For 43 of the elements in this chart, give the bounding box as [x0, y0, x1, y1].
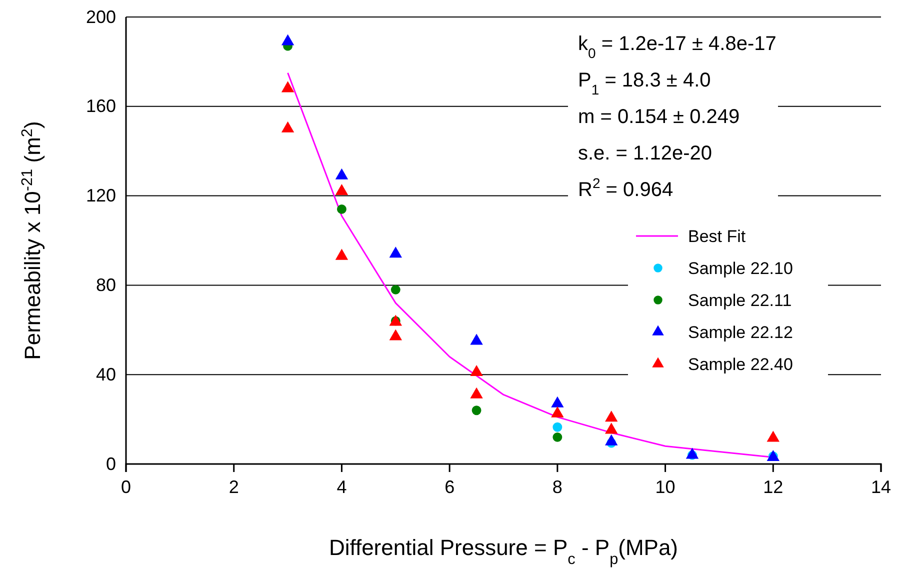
point	[281, 121, 294, 132]
annotation: P$_{1}$ = 18.3 ± 4.0	[578, 70, 711, 98]
legend-label: Sample 22.11	[688, 291, 792, 310]
point	[335, 248, 348, 260]
x-tick-label: 2	[228, 476, 239, 497]
point	[470, 334, 483, 345]
point	[389, 329, 402, 340]
point	[686, 448, 699, 459]
point	[335, 168, 348, 180]
x-tick-label: 12	[763, 476, 784, 497]
annotation: k$_{0}$ = 1.2e-17 ± 4.8e-17	[578, 33, 776, 61]
point	[551, 406, 564, 418]
y-tick-label: 160	[86, 96, 116, 116]
x-axis-title: Differential Pressure = P$_{c}$ - P$_{p}$(MPa)	[328, 535, 678, 568]
annotation: s.e. = 1.12e-20	[578, 142, 712, 164]
legend-label: Sample 22.40	[688, 355, 793, 374]
x-tick-label: 10	[655, 476, 676, 497]
point	[335, 184, 348, 195]
annotation: m = 0.154 ± 0.249	[578, 106, 740, 128]
point	[281, 34, 294, 46]
point	[470, 387, 483, 398]
legend-label: Best Fit	[688, 227, 746, 246]
y-tick-label: 120	[86, 186, 116, 206]
y-tick-label: 0	[106, 454, 116, 474]
x-tick-label: 0	[120, 476, 132, 497]
y-tick-label: 200	[86, 6, 116, 27]
point	[551, 396, 564, 408]
y-tick-label: 40	[96, 364, 116, 384]
point	[766, 430, 780, 442]
legend-label: Sample 22.12	[688, 323, 793, 342]
point	[605, 422, 618, 434]
point	[605, 434, 618, 446]
point	[470, 365, 483, 376]
point	[605, 410, 618, 422]
annotation: R$^{2}$ = 0.964	[578, 175, 674, 201]
x-tick-label: 4	[336, 476, 347, 497]
point	[281, 81, 294, 92]
x-tick-label: 8	[552, 476, 562, 497]
legend-label: Sample 22.10	[688, 259, 793, 278]
x-tick-label: 14	[870, 476, 892, 497]
point	[389, 246, 402, 258]
x-tick-label: 6	[444, 476, 455, 497]
y-tick-label: 80	[96, 274, 116, 295]
